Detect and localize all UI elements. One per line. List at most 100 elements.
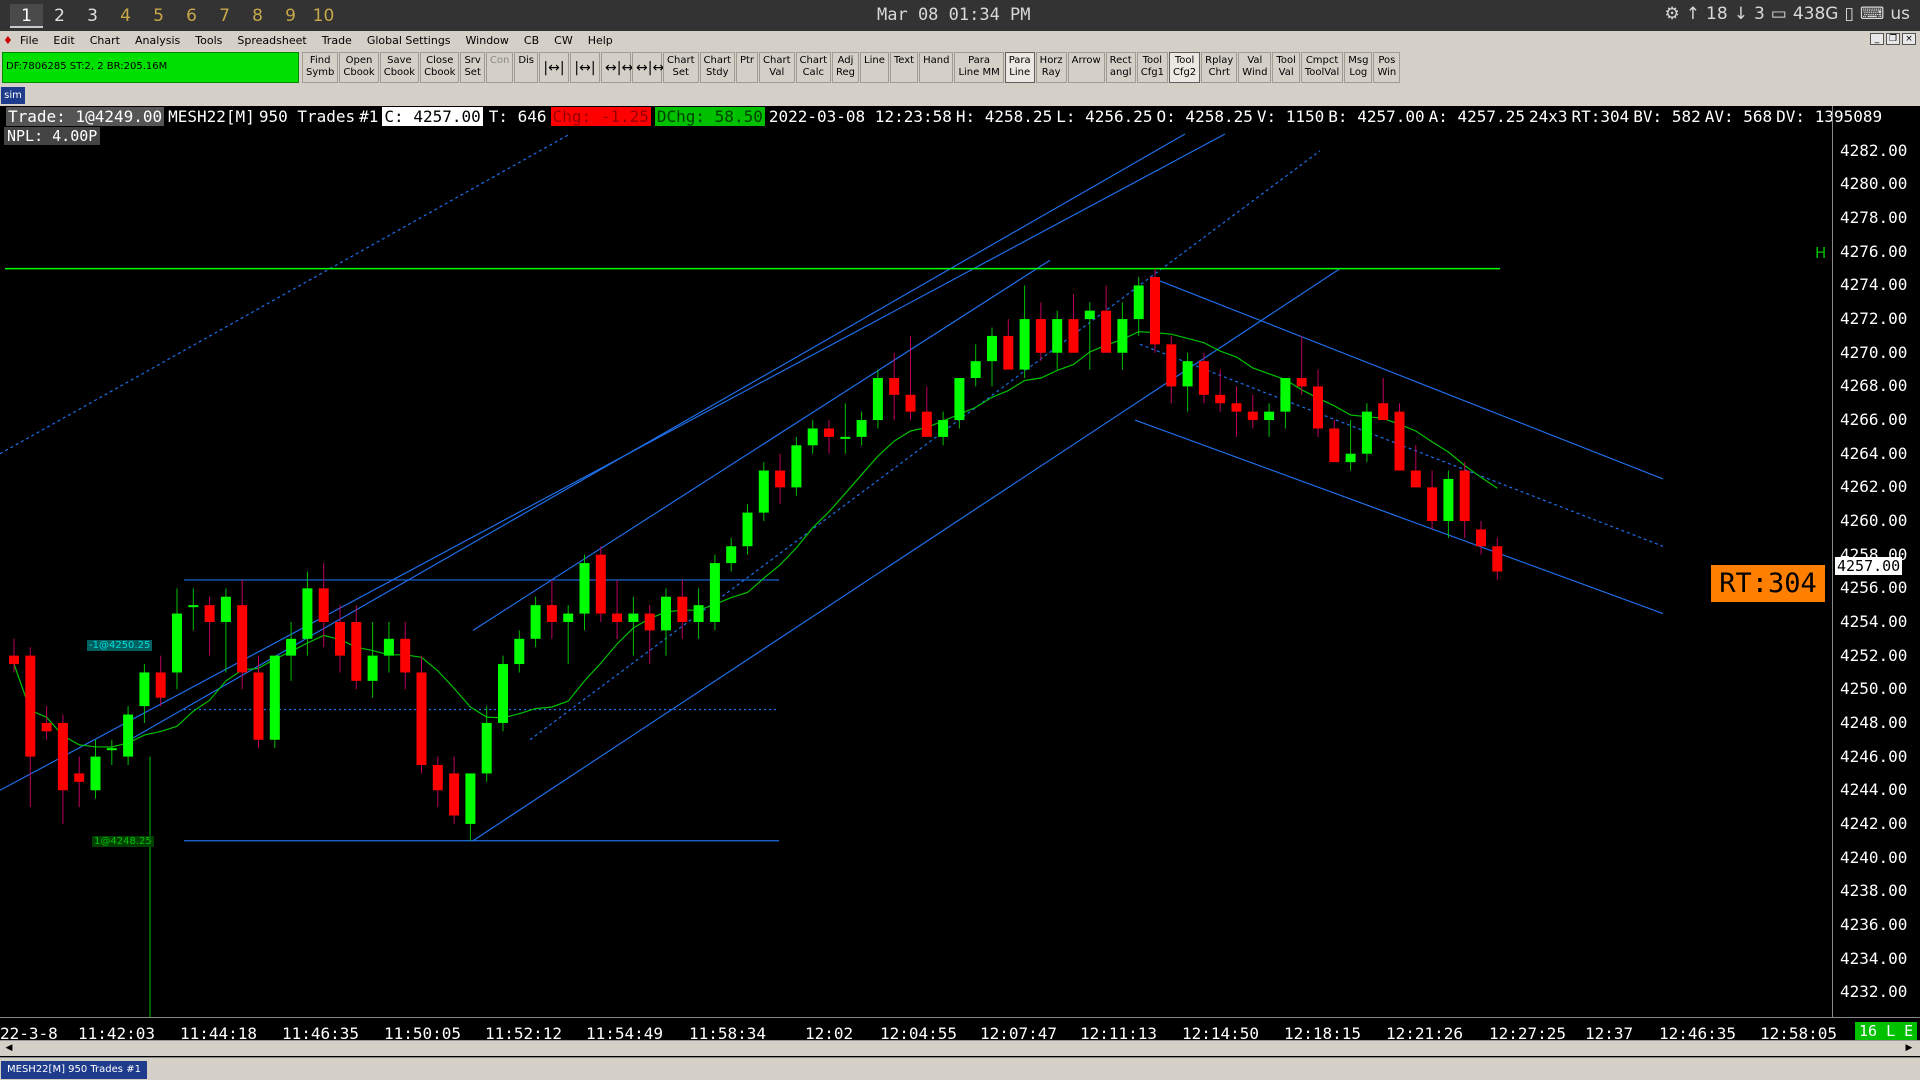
- rt-value: RT:304: [1571, 107, 1630, 126]
- symbol: MESH22[M]: [168, 107, 255, 126]
- workspace-9[interactable]: 9: [285, 6, 296, 26]
- toolbar-button-srv-set[interactable]: Srv Set: [460, 52, 485, 83]
- toolbar-button-para-line-mm[interactable]: Para Line MM: [954, 52, 1004, 83]
- horizontal-scrollbar[interactable]: ◀ ▶: [0, 1040, 1920, 1056]
- toolbar-button-hand[interactable]: Hand: [919, 52, 954, 83]
- taskbar-chart-item[interactable]: MESH22[M] 950 Trades #1: [1, 1061, 147, 1079]
- workspace-6[interactable]: 6: [186, 6, 197, 26]
- trend-line: [472, 268, 1341, 842]
- toolbar-button-ptr[interactable]: Ptr: [735, 52, 759, 83]
- scroll-right-icon[interactable]: ▶: [1905, 1043, 1913, 1053]
- candle-body: [970, 361, 981, 378]
- toolbar-button-chart-stdy[interactable]: Chart Stdy: [699, 52, 735, 83]
- toolbar-button-rect-angl[interactable]: Rect angl: [1105, 52, 1136, 83]
- toolbar-button-chart-set[interactable]: Chart Set: [663, 52, 699, 83]
- network-icon[interactable]: ⚙: [1664, 4, 1680, 24]
- time-tick-label: 11:44:18: [180, 1024, 258, 1043]
- restore-button[interactable]: ❐: [1886, 33, 1900, 45]
- time-tick-label: 11:42:03: [78, 1024, 156, 1043]
- candle-body: [563, 613, 574, 622]
- menu-analysis[interactable]: Analysis: [134, 34, 181, 47]
- toolbar-button-line[interactable]: Line: [860, 52, 889, 83]
- toolbar-button-msg-log[interactable]: Msg Log: [1344, 52, 1373, 83]
- candle-body: [1084, 310, 1095, 320]
- chart-canvas[interactable]: [0, 106, 1832, 1017]
- candle-body: [889, 377, 900, 395]
- menu-edit[interactable]: Edit: [53, 34, 75, 47]
- workspace-1[interactable]: 1: [10, 4, 43, 28]
- scroll-left-icon[interactable]: ◀: [5, 1043, 13, 1053]
- menu-file[interactable]: File: [20, 34, 39, 47]
- menu-cb[interactable]: CB: [523, 34, 540, 47]
- candle-body: [1247, 411, 1258, 421]
- toolbar-button-arrow[interactable]: Arrow: [1067, 52, 1105, 83]
- toolbar-button-con[interactable]: Con: [485, 52, 514, 83]
- menu-help[interactable]: Help: [587, 34, 613, 47]
- toolbar-button-save-cbook[interactable]: Save Cbook: [379, 52, 420, 83]
- menu-window[interactable]: Window: [465, 34, 509, 47]
- toolbar-button-tool-val[interactable]: Tool Val: [1272, 52, 1300, 83]
- clipboard-icon[interactable]: ▯: [1844, 4, 1854, 24]
- workspace-7[interactable]: 7: [219, 6, 230, 26]
- menu-chart[interactable]: Chart: [89, 34, 120, 47]
- workspace-3[interactable]: 3: [87, 6, 98, 26]
- toolbar-button-pos-win[interactable]: Pos Win: [1373, 52, 1401, 83]
- candle-body: [1166, 344, 1177, 387]
- price-tick-label: 4280.00: [1840, 174, 1908, 194]
- toolbar-button-[interactable]: ↔|↔: [601, 52, 633, 83]
- toolbar-button-para-line[interactable]: Para Line: [1004, 52, 1035, 83]
- price-chart[interactable]: Trade: 1@4249.00 MESH22[M] 950 Trades #1…: [0, 106, 1920, 1044]
- toolbar-button-chart-calc[interactable]: Chart Calc: [795, 52, 832, 83]
- candle-body: [432, 765, 443, 791]
- workspace-8[interactable]: 8: [252, 6, 263, 26]
- time-axis[interactable]: 16 L E 22-3-8 11:42:03 11:44:18 11:46:35 11:…: [0, 1017, 1920, 1044]
- toolbar-button-find-symb[interactable]: Find Symb: [302, 52, 339, 83]
- time-tick-label: 12:02: [805, 1024, 854, 1043]
- workspace-4[interactable]: 4: [120, 6, 131, 26]
- order-tag-sell[interactable]: -1@4250.25: [87, 640, 153, 651]
- menu-trade[interactable]: Trade: [321, 34, 352, 47]
- candle-body: [938, 420, 949, 437]
- time-tick-label: 12:04:55: [880, 1024, 958, 1043]
- toolbar-button-horz-ray[interactable]: Horz Ray: [1035, 52, 1067, 83]
- system-clock: Mar 08 01:34 PM: [877, 5, 1031, 25]
- toolbar-button-tool-cfg2[interactable]: Tool Cfg2: [1168, 52, 1201, 83]
- toolbar-button-open-cbook[interactable]: Open Cbook: [339, 52, 379, 83]
- candle-body: [612, 613, 623, 622]
- trend-line: [1134, 419, 1664, 615]
- menu-global-settings[interactable]: Global Settings: [366, 34, 451, 47]
- toolbar-button-cmpct-toolval[interactable]: Cmpct ToolVal: [1300, 52, 1344, 83]
- bid-volume: BV: 582: [1633, 107, 1701, 126]
- menu-spreadsheet[interactable]: Spreadsheet: [237, 34, 307, 47]
- toolbar-button-dis[interactable]: Dis: [514, 52, 539, 83]
- workspace-10[interactable]: 10: [312, 6, 335, 26]
- toolbar-button-[interactable]: |↔|: [570, 52, 601, 83]
- time-tick-label: 11:46:35: [282, 1024, 360, 1043]
- keyboard-layout[interactable]: us: [1890, 4, 1910, 24]
- candle-body: [954, 377, 965, 421]
- tab-sim[interactable]: sim: [1, 87, 25, 104]
- toolbar-button-[interactable]: |↔|: [539, 52, 570, 83]
- time-tick-label: 11:50:05: [384, 1024, 462, 1043]
- time-mode-badge[interactable]: 16 L E: [1855, 1022, 1918, 1040]
- menu-cw[interactable]: CW: [554, 34, 573, 47]
- close-button[interactable]: ×: [1902, 33, 1916, 45]
- toolbar-button-close-cbook[interactable]: Close Cbook: [420, 52, 460, 83]
- toolbar-button-text[interactable]: Text: [889, 52, 919, 83]
- toolbar-button-[interactable]: ↔|↔: [632, 52, 664, 83]
- toolbar-button-adj-reg[interactable]: Adj Reg: [832, 52, 860, 83]
- minimize-button[interactable]: _: [1870, 33, 1884, 45]
- toolbar-button-tool-cfg1[interactable]: Tool Cfg1: [1136, 52, 1168, 83]
- candle-body: [269, 655, 280, 740]
- order-tag-buy[interactable]: 1@4248.25: [92, 836, 154, 847]
- toolbar-button-rplay-chrt[interactable]: Rplay Chrt: [1201, 52, 1238, 83]
- taskbar: MESH22[M] 950 Trades #1: [0, 1057, 1920, 1080]
- workspace-2[interactable]: 2: [54, 6, 65, 26]
- workspace-5[interactable]: 5: [153, 6, 164, 26]
- task-bars: 950 Trades: [68, 1064, 124, 1075]
- candle-body: [1394, 411, 1405, 471]
- menu-tools[interactable]: Tools: [195, 34, 223, 47]
- toolbar-button-val-wind[interactable]: Val Wind: [1238, 52, 1272, 83]
- toolbar-button-chart-val[interactable]: Chart Val: [759, 52, 795, 83]
- price-tick-label: 4262.00: [1840, 477, 1908, 497]
